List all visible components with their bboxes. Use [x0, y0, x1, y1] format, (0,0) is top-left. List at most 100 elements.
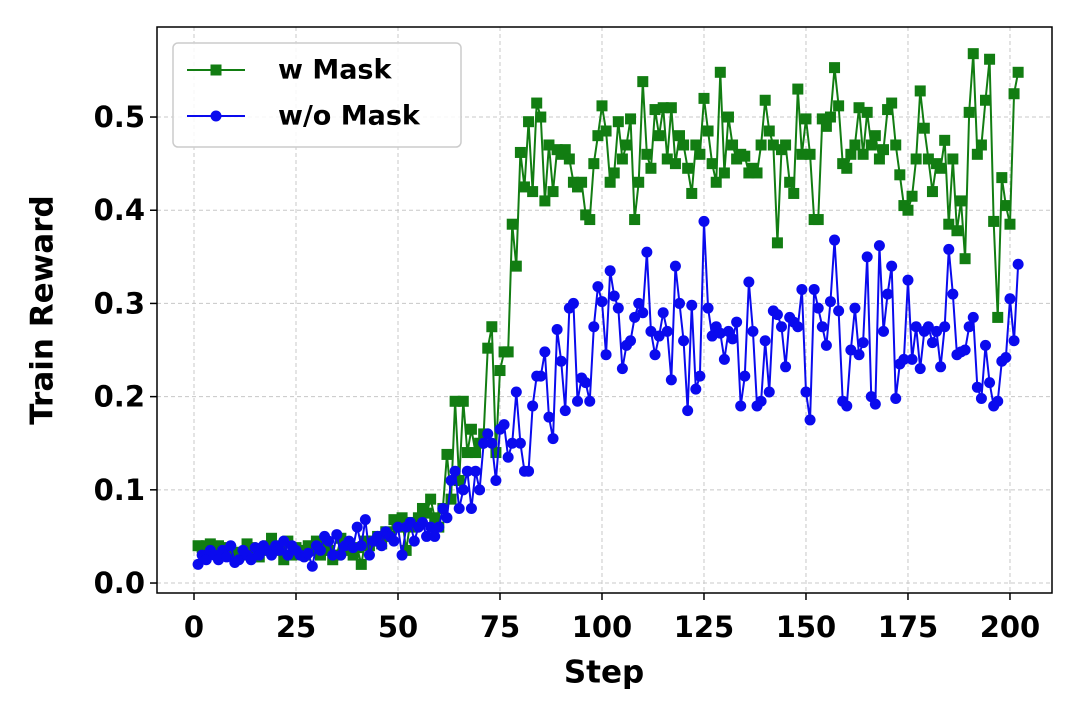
marker: [482, 342, 494, 354]
marker: [543, 139, 555, 151]
marker: [812, 214, 824, 226]
marker: [649, 104, 661, 116]
marker: [625, 113, 637, 125]
marker: [947, 288, 959, 300]
marker: [727, 139, 739, 151]
marker: [718, 167, 730, 179]
marker: [359, 514, 371, 526]
marker: [755, 395, 767, 407]
marker: [620, 139, 632, 151]
marker: [400, 544, 412, 556]
marker: [563, 153, 575, 165]
marker: [604, 265, 616, 277]
marker: [849, 139, 861, 151]
marker: [751, 167, 763, 179]
marker: [396, 512, 408, 524]
marker: [674, 130, 686, 142]
marker: [408, 535, 420, 547]
marker: [845, 344, 857, 356]
marker: [922, 153, 934, 165]
marker: [253, 549, 265, 561]
marker: [657, 307, 669, 319]
marker: [731, 316, 743, 328]
marker: [824, 111, 836, 123]
marker: [841, 162, 853, 174]
marker: [470, 465, 482, 477]
marker: [1008, 335, 1020, 347]
marker: [722, 111, 734, 123]
marker: [906, 190, 918, 202]
marker: [465, 423, 477, 435]
marker: [1012, 258, 1024, 270]
marker: [902, 204, 914, 216]
marker: [861, 251, 873, 263]
x-tick-label: 175: [878, 610, 939, 644]
marker: [882, 288, 894, 300]
marker: [637, 307, 649, 319]
marker: [935, 162, 947, 174]
legend-label: w Mask: [278, 55, 393, 86]
marker: [918, 122, 930, 134]
marker: [939, 134, 951, 146]
marker: [849, 302, 861, 314]
marker: [274, 544, 286, 556]
marker: [331, 529, 343, 541]
marker: [833, 305, 845, 317]
marker: [266, 532, 278, 544]
marker: [543, 411, 555, 423]
marker: [686, 299, 698, 311]
marker: [669, 158, 681, 170]
marker: [710, 176, 722, 188]
marker: [694, 148, 706, 160]
marker: [943, 218, 955, 230]
marker: [857, 337, 869, 349]
marker: [323, 544, 335, 556]
marker: [278, 554, 290, 566]
marker: [882, 104, 894, 116]
marker: [702, 302, 714, 314]
marker: [437, 502, 449, 514]
marker: [665, 102, 677, 114]
marker: [763, 125, 775, 137]
marker: [910, 153, 922, 165]
marker: [816, 321, 828, 333]
marker: [788, 187, 800, 199]
marker: [947, 153, 959, 165]
legend-label: w/o Mask: [278, 101, 421, 132]
marker: [963, 321, 975, 333]
marker: [282, 549, 294, 561]
marker: [833, 100, 845, 112]
marker: [486, 437, 498, 449]
marker: [792, 83, 804, 95]
marker: [392, 521, 404, 533]
marker: [506, 437, 518, 449]
marker: [784, 176, 796, 188]
marker: [502, 451, 514, 463]
marker: [551, 324, 563, 336]
marker: [739, 370, 751, 382]
marker: [804, 414, 816, 426]
marker: [767, 139, 779, 151]
marker: [661, 153, 673, 165]
marker: [592, 130, 604, 142]
marker: [527, 186, 539, 198]
marker: [225, 540, 237, 552]
marker: [351, 521, 363, 533]
marker: [943, 243, 955, 255]
marker: [653, 130, 665, 142]
marker: [453, 475, 465, 487]
marker: [771, 309, 783, 321]
marker: [490, 475, 502, 487]
marker: [633, 297, 645, 309]
marker: [845, 148, 857, 160]
marker: [804, 148, 816, 160]
marker: [714, 66, 726, 78]
y-axis-label: Train Reward: [25, 195, 61, 424]
marker: [327, 549, 339, 561]
marker: [572, 395, 584, 407]
marker: [425, 493, 437, 505]
marker: [706, 158, 718, 170]
marker: [1000, 351, 1012, 363]
series-line: [197, 220, 1020, 568]
plot-frame: [156, 26, 1053, 594]
